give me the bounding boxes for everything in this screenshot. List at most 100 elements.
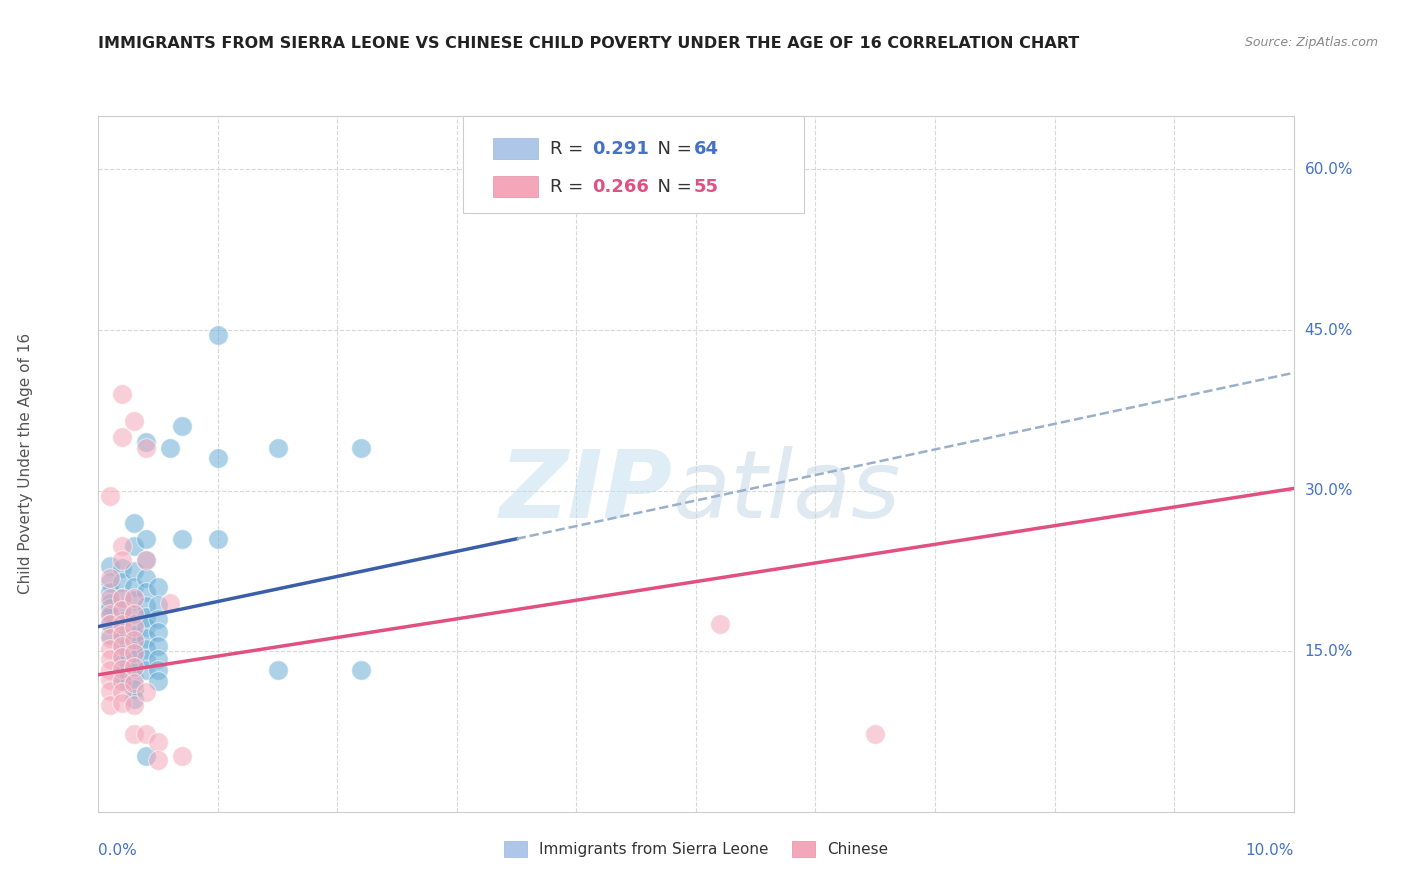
Point [135,435,157,450]
Point [98,651,122,665]
Point [135,642,157,657]
Point [135,632,157,646]
Point [148,612,170,626]
Point [865,726,887,740]
Point [172,532,194,546]
Text: atlas: atlas [672,446,900,537]
Point [148,664,170,678]
Point [111,649,134,664]
Point [98,489,122,503]
Point [124,607,146,621]
Point [98,608,122,623]
Text: R =: R = [550,178,589,196]
Point [350,664,373,678]
Point [111,617,134,632]
Point [111,624,134,639]
Point [111,674,134,689]
Point [124,628,146,642]
Point [124,580,146,594]
Point [135,553,157,567]
Point [98,617,122,632]
Point [98,632,122,646]
Point [148,639,170,653]
Point [124,592,146,607]
Point [124,698,146,712]
Point [124,676,146,690]
Point [98,673,122,687]
Point [111,614,134,628]
Point [124,660,146,674]
Point [124,414,146,428]
Text: 30.0%: 30.0% [1305,483,1353,498]
Point [111,662,134,676]
Point [135,532,157,546]
Point [98,601,122,615]
Point [135,749,157,764]
Point [111,649,134,664]
Point [124,539,146,553]
Point [135,610,157,624]
Point [159,596,181,610]
Text: R =: R = [550,140,589,158]
Text: 0.291: 0.291 [592,140,650,158]
Point [207,451,229,466]
Point [135,585,157,599]
Text: ZIP: ZIP [499,446,672,538]
Point [98,558,122,573]
Point [124,692,146,706]
Point [124,646,146,660]
Point [124,617,146,632]
Point [111,642,134,657]
Point [135,599,157,614]
Point [124,633,146,648]
Point [172,419,194,434]
Point [267,664,290,678]
Point [148,598,170,612]
Point [148,674,170,689]
Point [111,603,134,617]
FancyBboxPatch shape [494,177,538,197]
Point [135,553,157,567]
Text: 15.0%: 15.0% [1305,644,1353,658]
Point [124,726,146,740]
Point [135,441,157,455]
Text: 45.0%: 45.0% [1305,323,1353,337]
Point [172,749,194,764]
Text: 60.0%: 60.0% [1305,162,1353,177]
Point [135,726,157,740]
Point [207,532,229,546]
Point [124,681,146,696]
Point [124,635,146,649]
Point [111,696,134,710]
Text: N =: N = [645,140,697,158]
Point [111,553,134,567]
Point [124,671,146,685]
Point [98,596,122,610]
Point [135,619,157,633]
Point [135,685,157,699]
Point [124,607,146,621]
Point [98,628,122,642]
Text: 10.0%: 10.0% [1246,843,1294,858]
Point [135,571,157,585]
Point [98,571,122,585]
Point [709,617,731,632]
Point [267,441,290,455]
Point [135,651,157,665]
Point [207,328,229,343]
Point [111,633,134,648]
Point [111,674,134,689]
Point [98,607,122,621]
Text: IMMIGRANTS FROM SIERRA LEONE VS CHINESE CHILD POVERTY UNDER THE AGE OF 16 CORREL: IMMIGRANTS FROM SIERRA LEONE VS CHINESE … [98,36,1080,51]
Text: 55: 55 [693,178,718,196]
Point [98,642,122,657]
Point [111,539,134,553]
Point [111,430,134,444]
Point [135,664,157,678]
Point [111,665,134,680]
Point [98,585,122,599]
Point [541,173,564,187]
Point [111,685,134,699]
Point [111,603,134,617]
Point [111,591,134,605]
